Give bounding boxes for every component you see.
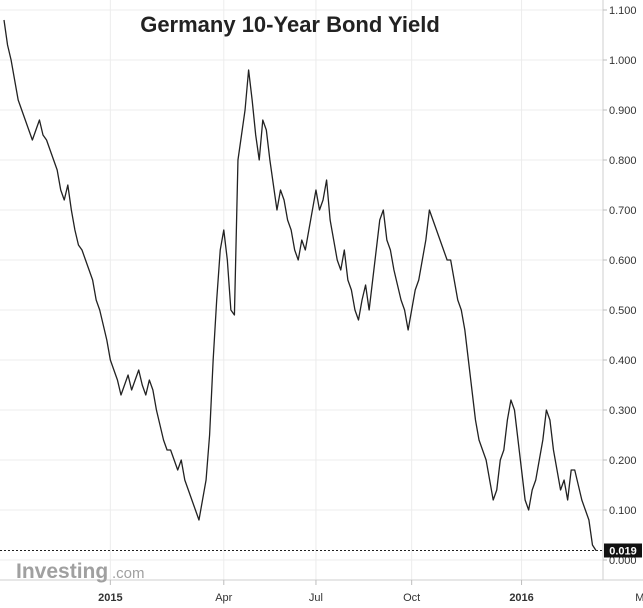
y-tick-label: 0.400 xyxy=(609,355,637,367)
y-tick-label: 0.800 xyxy=(609,155,637,167)
y-tick-label: 0.100 xyxy=(609,505,637,517)
watermark-brand: Investing xyxy=(16,560,108,583)
y-tick-label: 0.600 xyxy=(609,255,637,267)
x-tick-label: Oct xyxy=(403,592,420,604)
x-tick-label: Jul xyxy=(309,592,323,604)
y-tick-label: 1.100 xyxy=(609,5,637,17)
y-tick-label: 0.900 xyxy=(609,105,637,117)
watermark-suffix: .com xyxy=(112,565,145,582)
y-tick-label: 1.000 xyxy=(609,55,637,67)
x-tick-label: 2016 xyxy=(509,592,533,604)
last-value-label: 0.019 xyxy=(609,546,637,558)
y-tick-label: 0.500 xyxy=(609,305,637,317)
last-value-badge: 0.019 xyxy=(604,544,642,558)
y-tick-label: 0.300 xyxy=(609,405,637,417)
y-tick-label: 0.700 xyxy=(609,205,637,217)
y-tick-label: 0.200 xyxy=(609,455,637,467)
chart-title: Germany 10-Year Bond Yield xyxy=(140,12,440,37)
x-tick-label: May xyxy=(635,592,643,604)
x-tick-label: Apr xyxy=(215,592,232,604)
x-tick-label: 2015 xyxy=(98,592,122,604)
